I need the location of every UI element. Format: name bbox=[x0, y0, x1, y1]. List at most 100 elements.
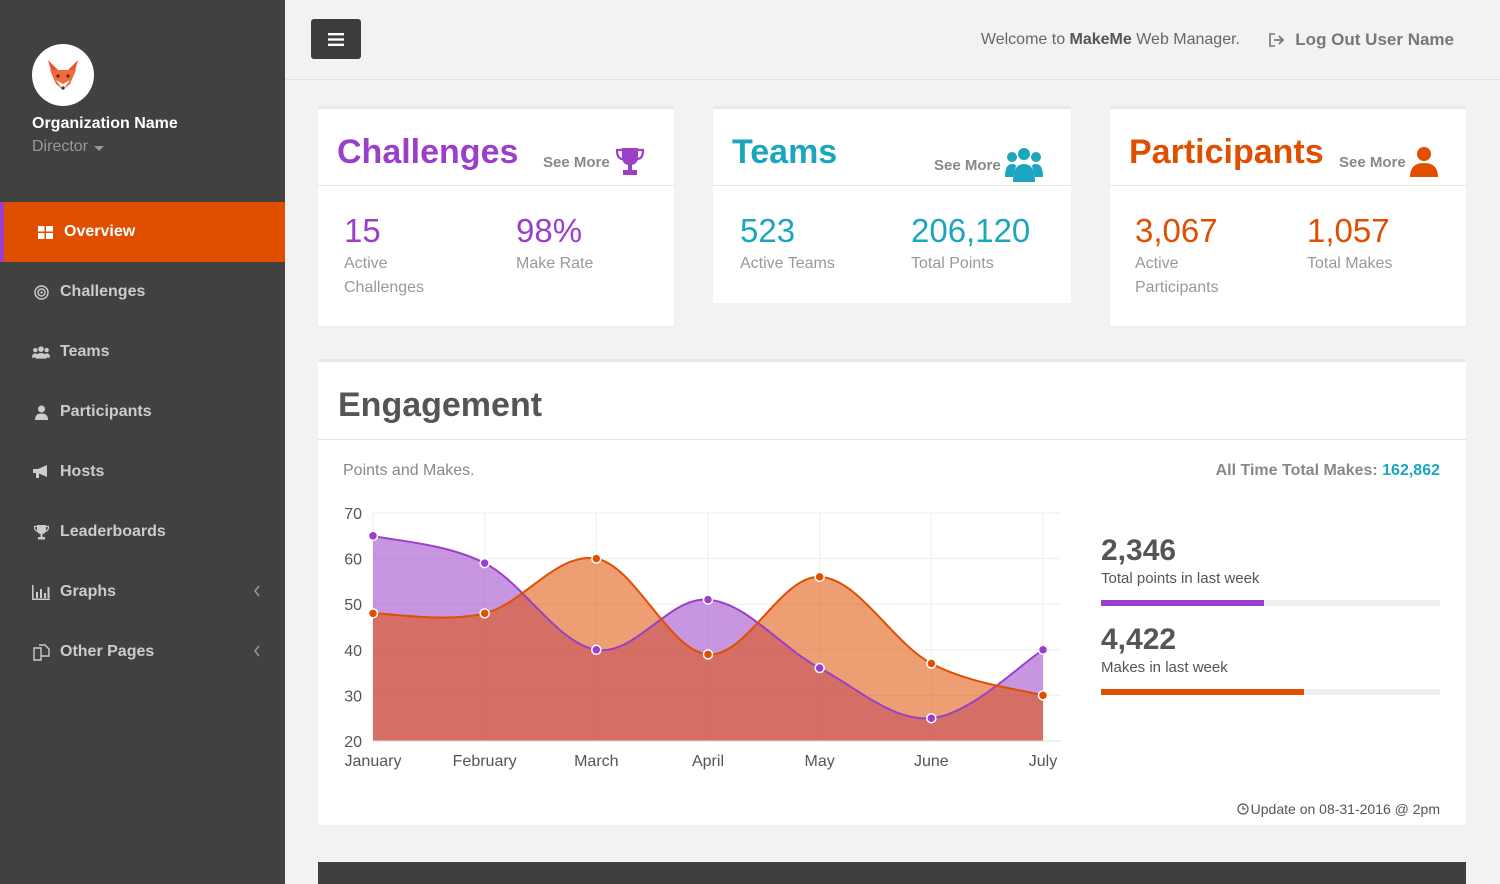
update-text: Update on 08-31-2016 @ 2pm bbox=[1250, 801, 1440, 817]
stat-total-makes: 1,057 Total Makes bbox=[1307, 212, 1392, 276]
grid-icon bbox=[36, 223, 54, 241]
makes-progress-fill bbox=[1101, 689, 1305, 695]
teams-card: Teams See More 523 Active Teams 206,120 … bbox=[713, 106, 1071, 303]
makes-last-week: 4,422 Makes in last week bbox=[1101, 623, 1228, 676]
data-point-points bbox=[702, 594, 714, 605]
avatar[interactable] bbox=[32, 44, 94, 106]
header: Welcome to MakeMe Web Manager. Log Out U… bbox=[285, 0, 1500, 80]
welcome-message: Welcome to MakeMe Web Manager. bbox=[981, 31, 1240, 49]
logout-label: Log Out User Name bbox=[1295, 30, 1454, 49]
x-tick-label: February bbox=[453, 753, 517, 770]
points-value: 2,346 bbox=[1101, 534, 1177, 567]
series-area-makes bbox=[373, 557, 1043, 741]
user-icon bbox=[32, 403, 50, 421]
card-title: Teams bbox=[732, 133, 838, 171]
sidebar-item-leaderboards[interactable]: Leaderboards bbox=[0, 502, 285, 562]
sidebar-item-other-pages[interactable]: Other Pages bbox=[0, 622, 285, 682]
data-point-makes bbox=[1037, 690, 1049, 701]
menu-toggle-button[interactable] bbox=[311, 19, 361, 59]
sidebar-item-participants[interactable]: Participants bbox=[0, 382, 285, 442]
role-dropdown[interactable]: Director bbox=[32, 138, 105, 156]
sidebar-item-label: Graphs bbox=[60, 583, 117, 600]
x-tick-label: June bbox=[914, 753, 949, 770]
x-tick-label: July bbox=[1029, 753, 1057, 770]
stat-active-teams: 523 Active Teams bbox=[740, 212, 835, 276]
see-more-participants-link[interactable]: See More bbox=[1339, 147, 1438, 177]
y-tick-label: 20 bbox=[344, 734, 362, 751]
card-title: Challenges bbox=[337, 133, 519, 171]
sign-out-icon bbox=[1269, 33, 1285, 47]
total-value: 162,862 bbox=[1382, 462, 1440, 479]
data-point-makes bbox=[926, 658, 937, 669]
stat-total-points: 206,120 Total Points bbox=[911, 212, 1030, 276]
challenges-card: Challenges See More 15 Active Challenges… bbox=[318, 106, 674, 326]
y-tick-label: 30 bbox=[344, 688, 362, 705]
next-panel-header bbox=[318, 862, 1466, 884]
logout-link[interactable]: Log Out User Name bbox=[1269, 30, 1454, 50]
data-point-makes bbox=[479, 608, 490, 619]
points-progress-bar bbox=[1101, 600, 1440, 606]
data-point-points bbox=[479, 557, 490, 569]
makes-label: Makes in last week bbox=[1101, 659, 1228, 676]
welcome-prefix: Welcome to bbox=[980, 31, 1070, 48]
sidebar-item-hosts[interactable]: Hosts bbox=[0, 442, 285, 502]
points-progress-fill bbox=[1101, 600, 1264, 606]
y-tick-label: 50 bbox=[344, 597, 362, 614]
sidebar-item-label: Other Pages bbox=[60, 643, 155, 660]
org-name: Organization Name bbox=[32, 115, 178, 132]
card-header: Challenges See More bbox=[318, 109, 674, 186]
bar-chart-icon bbox=[32, 583, 50, 601]
user-icon bbox=[1409, 147, 1438, 177]
sidebar-item-teams[interactable]: Teams bbox=[0, 322, 285, 382]
participants-card: Participants See More 3,067 Active Parti… bbox=[1110, 106, 1466, 326]
trophy-icon bbox=[615, 148, 644, 175]
sidebar-item-challenges[interactable]: Challenges bbox=[0, 262, 285, 322]
stat-value: 206,120 bbox=[911, 212, 1031, 249]
data-point-points bbox=[591, 644, 602, 656]
points-last-week: 2,346 Total points in last week bbox=[1101, 534, 1259, 587]
see-more-teams-link[interactable]: See More bbox=[934, 147, 1043, 183]
stat-make-rate: 98% Make Rate bbox=[516, 212, 593, 276]
see-more-challenges-link[interactable]: See More bbox=[543, 147, 646, 177]
target-icon bbox=[32, 283, 50, 301]
sidebar-item-label: Leaderboards bbox=[60, 523, 166, 540]
stat-value: 98% bbox=[516, 212, 583, 249]
sidebar-item-overview[interactable]: Overview bbox=[0, 202, 285, 262]
stat-value: 1,057 bbox=[1307, 212, 1390, 249]
chevron-left-icon bbox=[254, 645, 260, 657]
engagement-panel: Engagement Points and Makes. All Time To… bbox=[318, 359, 1466, 825]
data-point-points bbox=[926, 712, 937, 724]
x-tick-label: January bbox=[345, 753, 402, 770]
data-point-points bbox=[367, 530, 379, 542]
copy-icon bbox=[32, 643, 50, 661]
makes-value: 4,422 bbox=[1101, 623, 1177, 656]
data-point-makes bbox=[814, 571, 825, 583]
see-more-label: See More bbox=[543, 153, 610, 171]
engagement-subtitle: Points and Makes. bbox=[343, 462, 475, 479]
sidebar-item-graphs[interactable]: Graphs bbox=[0, 562, 285, 622]
engagement-header: Engagement bbox=[318, 362, 1466, 440]
data-point-points bbox=[814, 662, 825, 674]
bullhorn-icon bbox=[32, 463, 50, 481]
sidebar-item-label: Hosts bbox=[60, 463, 105, 480]
sidebar-nav: Overview Challenges Teams Participants H… bbox=[0, 202, 285, 682]
users-icon bbox=[1004, 148, 1043, 182]
sidebar: Organization Name Director Overview Chal… bbox=[0, 0, 285, 884]
card-header: Teams See More bbox=[713, 109, 1071, 186]
data-point-makes bbox=[591, 553, 602, 564]
y-tick-label: 60 bbox=[344, 552, 362, 569]
welcome-suffix: Web Manager. bbox=[1131, 31, 1240, 48]
x-tick-label: March bbox=[574, 753, 618, 770]
sidebar-item-label: Teams bbox=[60, 343, 110, 360]
stat-value: 15 bbox=[344, 212, 381, 249]
engagement-chart: 20 30 40 50 60 70 January February March April May… bbox=[344, 506, 1061, 770]
points-label: Total points in last week bbox=[1101, 570, 1260, 587]
x-tick-label: April bbox=[692, 753, 724, 770]
users-icon bbox=[32, 343, 50, 361]
clock-icon bbox=[1237, 803, 1249, 815]
stat-label: Active Challenges bbox=[344, 255, 425, 296]
see-more-label: See More bbox=[934, 156, 1001, 174]
card-header: Participants See More bbox=[1110, 109, 1466, 186]
update-timestamp: Update on 08-31-2016 @ 2pm bbox=[1237, 801, 1440, 817]
sidebar-item-label: Overview bbox=[64, 223, 136, 240]
